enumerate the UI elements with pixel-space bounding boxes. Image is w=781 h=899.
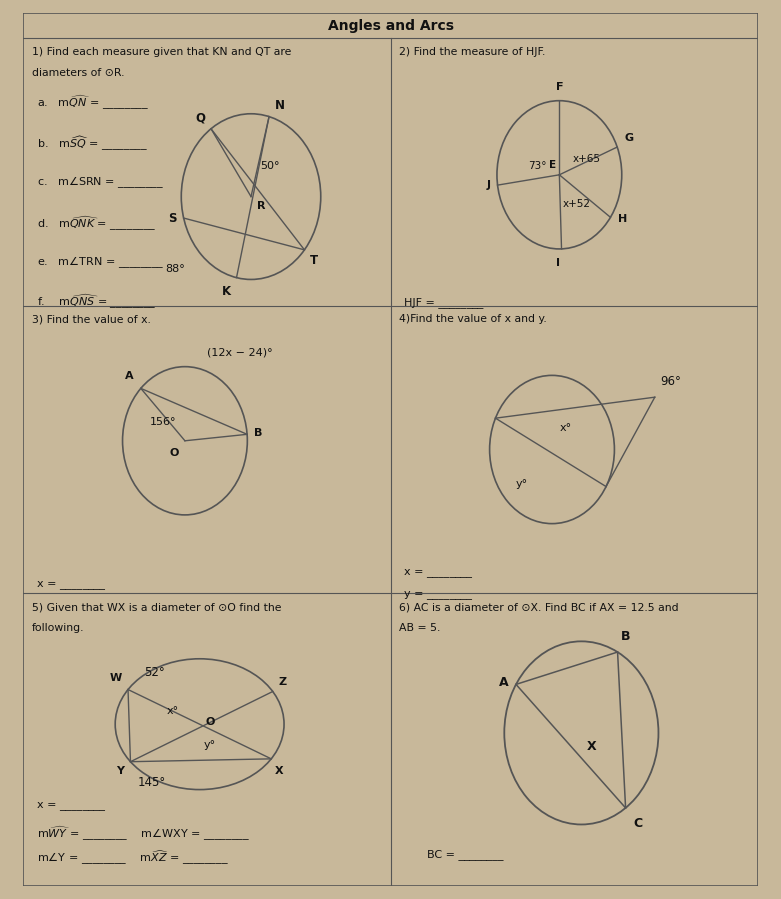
Text: G: G: [625, 133, 633, 143]
Text: X: X: [275, 766, 284, 776]
Text: 6) AC is a diameter of ⊙X. Find BC if AX = 12.5 and: 6) AC is a diameter of ⊙X. Find BC if AX…: [399, 602, 679, 612]
Text: Z: Z: [279, 677, 287, 687]
Text: W: W: [110, 672, 122, 682]
Text: x = ________: x = ________: [404, 567, 472, 577]
Text: N: N: [275, 99, 285, 112]
Text: a.   m$\widehat{QN}$ = ________: a. m$\widehat{QN}$ = ________: [37, 93, 148, 111]
Text: 73°: 73°: [528, 161, 546, 171]
Text: 3) Find the value of x.: 3) Find the value of x.: [32, 315, 151, 325]
Text: m$\angle$Y = ________    m$\widehat{XZ}$ = ________: m$\angle$Y = ________ m$\widehat{XZ}$ = …: [37, 849, 228, 868]
Text: A: A: [125, 371, 134, 381]
Text: A: A: [499, 676, 508, 690]
Text: C: C: [633, 816, 642, 830]
Text: x+52: x+52: [563, 200, 591, 209]
Text: R: R: [257, 201, 266, 211]
Text: following.: following.: [32, 623, 85, 633]
Text: I: I: [556, 258, 560, 268]
Text: HJF = ________: HJF = ________: [404, 297, 483, 307]
Text: X: X: [587, 740, 597, 752]
Text: O: O: [169, 448, 179, 458]
Text: x = ________: x = ________: [37, 800, 105, 810]
Text: J: J: [487, 180, 490, 190]
Text: x°: x°: [559, 423, 572, 432]
Text: y°: y°: [515, 479, 527, 489]
Text: f.    m$\widehat{QNS}$ = ________: f. m$\widehat{QNS}$ = ________: [37, 292, 156, 311]
Text: 96°: 96°: [661, 376, 682, 388]
Text: 52°: 52°: [144, 666, 165, 679]
Text: b.   m$\widehat{SQ}$ = ________: b. m$\widehat{SQ}$ = ________: [37, 134, 148, 153]
Text: Q: Q: [195, 111, 205, 124]
Text: B: B: [255, 428, 263, 438]
Text: H: H: [618, 214, 627, 224]
Text: 4)Find the value of x and y.: 4)Find the value of x and y.: [399, 315, 547, 325]
Text: (12x − 24)°: (12x − 24)°: [207, 348, 273, 358]
Text: x+65: x+65: [572, 155, 601, 165]
Text: BC = ________: BC = ________: [427, 849, 504, 859]
Text: Y: Y: [116, 766, 125, 776]
Text: x = ________: x = ________: [37, 579, 105, 589]
Text: O: O: [205, 717, 215, 727]
Text: m$\widehat{WY}$ = ________    m$\angle$WXY = ________: m$\widehat{WY}$ = ________ m$\angle$WXY …: [37, 824, 250, 842]
Text: 2) Find the measure of HJF.: 2) Find the measure of HJF.: [399, 47, 546, 57]
Text: y°: y°: [203, 740, 216, 750]
Text: AB = 5.: AB = 5.: [399, 623, 440, 633]
Text: E: E: [548, 160, 555, 170]
Text: B: B: [621, 630, 631, 644]
Text: K: K: [222, 285, 230, 298]
Text: 50°: 50°: [260, 161, 280, 171]
Text: c.   m$\angle$SRN = ________: c. m$\angle$SRN = ________: [37, 174, 164, 190]
Text: Angles and Arcs: Angles and Arcs: [327, 19, 454, 32]
Text: e.   m$\angle$TRN = ________: e. m$\angle$TRN = ________: [37, 254, 164, 270]
Text: 156°: 156°: [150, 416, 177, 427]
Text: F: F: [555, 82, 563, 92]
Text: 5) Given that WX is a diameter of ⊙O find the: 5) Given that WX is a diameter of ⊙O fin…: [32, 602, 282, 612]
Text: d.   m$\widehat{QNK}$ = ________: d. m$\widehat{QNK}$ = ________: [37, 214, 156, 233]
Text: T: T: [310, 254, 319, 267]
Text: x°: x°: [167, 706, 179, 717]
Text: 88°: 88°: [166, 264, 185, 274]
Text: S: S: [168, 211, 177, 225]
Text: diameters of ⊙R.: diameters of ⊙R.: [32, 67, 125, 77]
Text: 145°: 145°: [137, 777, 166, 789]
Text: 1) Find each measure given that KN and QT are: 1) Find each measure given that KN and Q…: [32, 47, 291, 57]
Text: y = ________: y = ________: [404, 589, 472, 599]
